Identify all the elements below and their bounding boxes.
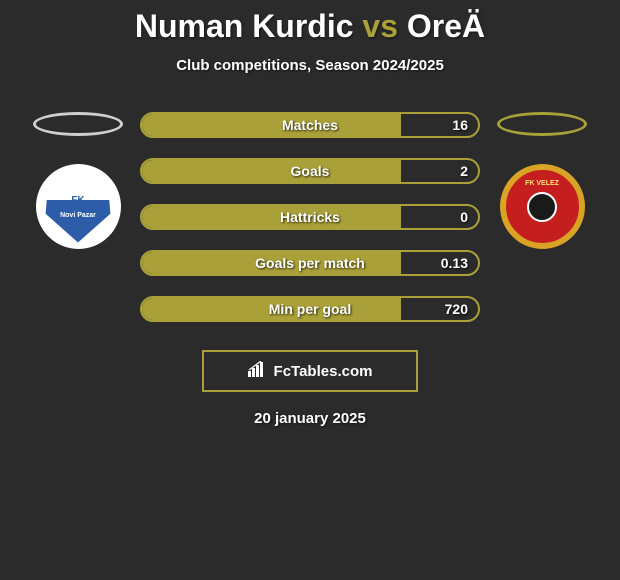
right-crest-text: FK VELEZ: [525, 180, 559, 187]
vs-separator: vs: [362, 8, 398, 44]
left-ellipse-marker: [33, 112, 123, 136]
player2-name: OreÄ: [407, 8, 485, 44]
right-team-crest: FK VELEZ: [500, 164, 585, 249]
stat-value: 2: [460, 163, 468, 179]
left-crest-text-top: FK: [71, 195, 84, 206]
stat-row-min-per-goal: Min per goal 720: [140, 296, 480, 322]
stat-label: Goals per match: [255, 255, 365, 271]
stat-row-goals-per-match: Goals per match 0.13: [140, 250, 480, 276]
stat-fill: [142, 206, 401, 228]
stat-value: 0: [460, 209, 468, 225]
date-label: 20 january 2025: [0, 410, 620, 427]
stat-value: 0.13: [441, 255, 468, 271]
attribution-text: FcTables.com: [274, 363, 373, 380]
stat-label: Hattricks: [280, 209, 340, 225]
left-column: FK Novi Pazar: [28, 112, 128, 249]
stat-row-goals: Goals 2: [140, 158, 480, 184]
stat-label: Matches: [282, 117, 338, 133]
stats-list: Matches 16 Goals 2 Hattricks 0 Goals per…: [140, 112, 480, 322]
comparison-panel: FK Novi Pazar Matches 16 Goals 2 Hattric…: [0, 112, 620, 322]
stat-row-hattricks: Hattricks 0: [140, 204, 480, 230]
right-ellipse-marker: [497, 112, 587, 136]
attribution-brand: FcTables.com: [274, 363, 373, 380]
right-column: FK VELEZ: [492, 112, 592, 249]
stat-fill: [142, 114, 401, 136]
right-crest-ring: FK VELEZ: [506, 170, 579, 243]
attribution-box: FcTables.com: [202, 350, 418, 392]
subtitle: Club competitions, Season 2024/2025: [0, 57, 620, 74]
stat-fill: [142, 160, 401, 182]
stat-value: 16: [452, 117, 468, 133]
stat-label: Min per goal: [269, 301, 351, 317]
player1-name: Numan Kurdic: [135, 8, 354, 44]
right-crest-ball: [527, 192, 557, 222]
stat-label: Goals: [291, 163, 330, 179]
page-title: Numan Kurdic vs OreÄ: [0, 0, 620, 45]
left-team-crest: FK Novi Pazar: [36, 164, 121, 249]
stat-row-matches: Matches 16: [140, 112, 480, 138]
bar-chart-icon: [248, 361, 268, 382]
left-crest-text-bottom: Novi Pazar: [60, 212, 96, 219]
stat-value: 720: [445, 301, 468, 317]
left-crest-shield: FK Novi Pazar: [42, 171, 114, 243]
